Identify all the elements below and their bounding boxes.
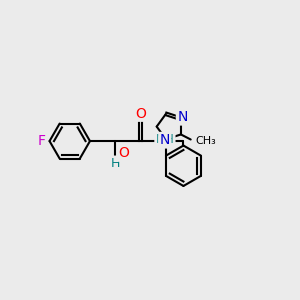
Text: CH₃: CH₃ (195, 136, 216, 146)
Text: O: O (135, 106, 146, 121)
Text: N: N (177, 110, 188, 124)
Text: NH: NH (155, 134, 174, 146)
Text: O: O (118, 146, 129, 161)
Text: F: F (38, 134, 46, 148)
Text: H: H (110, 157, 120, 170)
Text: N: N (160, 133, 170, 147)
